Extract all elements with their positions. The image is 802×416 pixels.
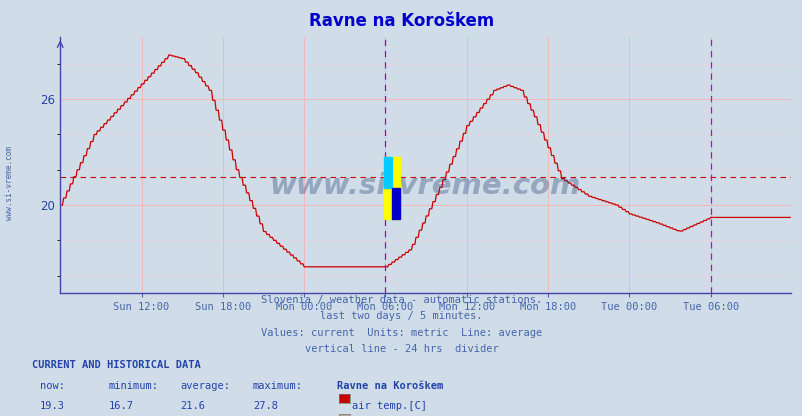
Text: 27.8: 27.8 bbox=[253, 401, 277, 411]
Text: Ravne na Koroškem: Ravne na Koroškem bbox=[337, 381, 443, 391]
Text: Slovenia / weather data - automatic stations.: Slovenia / weather data - automatic stat… bbox=[261, 295, 541, 305]
Text: CURRENT AND HISTORICAL DATA: CURRENT AND HISTORICAL DATA bbox=[32, 360, 200, 370]
Bar bbox=[392, 188, 399, 219]
Bar bbox=[384, 157, 399, 219]
Text: www.si-vreme.com: www.si-vreme.com bbox=[269, 172, 581, 200]
Text: average:: average: bbox=[180, 381, 230, 391]
Text: Values: current  Units: metric  Line: average: Values: current Units: metric Line: aver… bbox=[261, 328, 541, 338]
Text: last two days / 5 minutes.: last two days / 5 minutes. bbox=[320, 311, 482, 321]
Bar bbox=[384, 157, 392, 188]
Text: Ravne na Koroškem: Ravne na Koroškem bbox=[309, 12, 493, 30]
Text: maximum:: maximum: bbox=[253, 381, 302, 391]
Text: now:: now: bbox=[40, 381, 65, 391]
Text: 16.7: 16.7 bbox=[108, 401, 133, 411]
Text: 21.6: 21.6 bbox=[180, 401, 205, 411]
Text: 19.3: 19.3 bbox=[40, 401, 65, 411]
Text: minimum:: minimum: bbox=[108, 381, 158, 391]
Text: www.si-vreme.com: www.si-vreme.com bbox=[5, 146, 14, 220]
Text: vertical line - 24 hrs  divider: vertical line - 24 hrs divider bbox=[304, 344, 498, 354]
Text: air temp.[C]: air temp.[C] bbox=[351, 401, 426, 411]
